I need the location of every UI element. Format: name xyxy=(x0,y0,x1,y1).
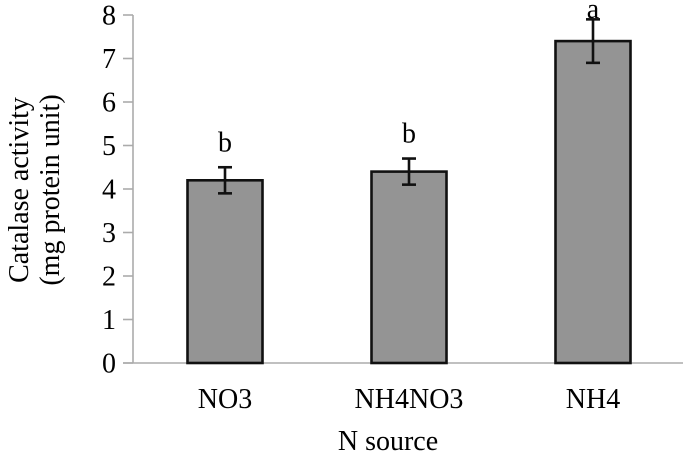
y-tick-label: 4 xyxy=(102,175,116,206)
y-tick-label: 5 xyxy=(102,131,116,162)
y-axis-title: Catalase activity (mg protein unit) xyxy=(4,50,68,330)
y-tick-label: 6 xyxy=(102,88,116,119)
significance-letter: a xyxy=(587,0,600,25)
significance-letter: b xyxy=(218,127,232,158)
bar xyxy=(186,179,264,365)
y-axis-title-line2: (mg protein unit) xyxy=(35,94,66,286)
x-axis-title: N source xyxy=(337,426,439,457)
y-tick-label: 1 xyxy=(102,305,116,336)
significance-letter: b xyxy=(402,119,416,150)
x-tick-label: NO3 xyxy=(198,384,252,415)
y-tick-label: 2 xyxy=(102,262,116,293)
x-tick-label: NH4NO3 xyxy=(355,384,464,415)
y-tick-label: 3 xyxy=(102,218,116,249)
y-tick-label: 7 xyxy=(102,44,116,75)
y-tick-label: 8 xyxy=(102,1,116,32)
bar xyxy=(554,39,632,365)
y-tick-label: 0 xyxy=(102,349,116,380)
bar xyxy=(370,170,448,365)
y-axis-title-line1: Catalase activity xyxy=(4,97,35,283)
x-tick-label: NH4 xyxy=(566,384,620,415)
